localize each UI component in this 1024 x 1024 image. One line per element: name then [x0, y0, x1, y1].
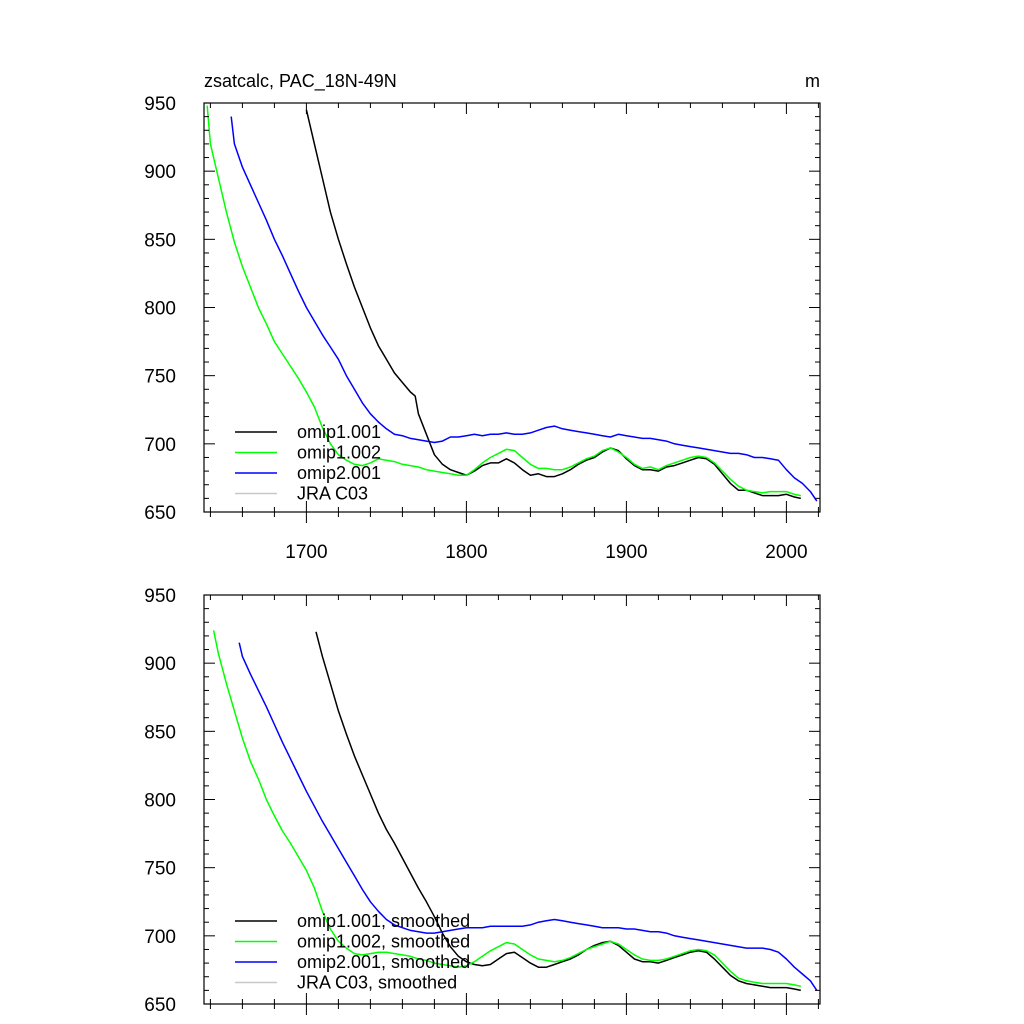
series-line-2: [206, 105, 801, 497]
y-tick-label: 850: [144, 722, 176, 743]
legend-label: JRA C03, smoothed: [297, 973, 457, 993]
axis-ticks: [204, 594, 820, 1015]
x-tick-label: 1700: [285, 542, 327, 563]
units-label: m: [805, 71, 820, 91]
legend-label: omip2.001: [297, 463, 381, 483]
y-tick-label: 950: [144, 94, 176, 115]
series-line-2: [212, 630, 801, 988]
y-tick-label: 850: [144, 230, 176, 251]
y-tick-label: 900: [144, 162, 176, 183]
y-tick-label: 650: [144, 995, 176, 1016]
series-lines: [206, 105, 818, 502]
axis-ticks: [204, 102, 820, 523]
series-line-3: [238, 642, 818, 991]
chart-panel-top: zsatcalc, PAC_18N-49N m 650 700 750 800 850 9…: [144, 71, 821, 563]
series-line-1: [315, 631, 801, 992]
chart-title: zsatcalc, PAC_18N-49N: [204, 71, 397, 92]
y-tick-label: 750: [144, 859, 176, 880]
y-tick-label: 950: [144, 586, 176, 607]
legend-label: omip1.001, smoothed: [297, 911, 470, 931]
y-tick-label: 900: [144, 654, 176, 675]
series-line-3: [230, 116, 818, 502]
legend-label: omip1.002: [297, 443, 381, 463]
y-tick-label: 700: [144, 435, 176, 456]
legend-label: JRA C03: [297, 484, 368, 504]
x-tick-label: 2000: [765, 542, 807, 563]
y-tick-label: 800: [144, 791, 176, 812]
y-tick-label: 750: [144, 367, 176, 388]
x-tick-label: 1800: [445, 542, 487, 563]
plot-area-top: 650 700 750 800 850 900 950 1700 1800 1900 2000 omi…: [144, 94, 821, 563]
legend-label: omip1.002, smoothed: [297, 932, 470, 952]
plot-area-bottom: 650 700 750 800 850 900 950 omip1.001, smoothed…: [144, 586, 821, 1016]
series-line-1: [305, 109, 801, 500]
x-tick-label: 1900: [605, 542, 647, 563]
y-tick-label: 650: [144, 503, 176, 524]
series-lines: [212, 630, 818, 992]
y-tick-label: 700: [144, 927, 176, 948]
legend-label: omip1.001: [297, 422, 381, 442]
y-tick-label: 800: [144, 299, 176, 320]
legend-label: omip2.001, smoothed: [297, 952, 470, 972]
chart-panel-bottom: 650 700 750 800 850 900 950 omip1.001, smoothed…: [144, 586, 821, 1016]
